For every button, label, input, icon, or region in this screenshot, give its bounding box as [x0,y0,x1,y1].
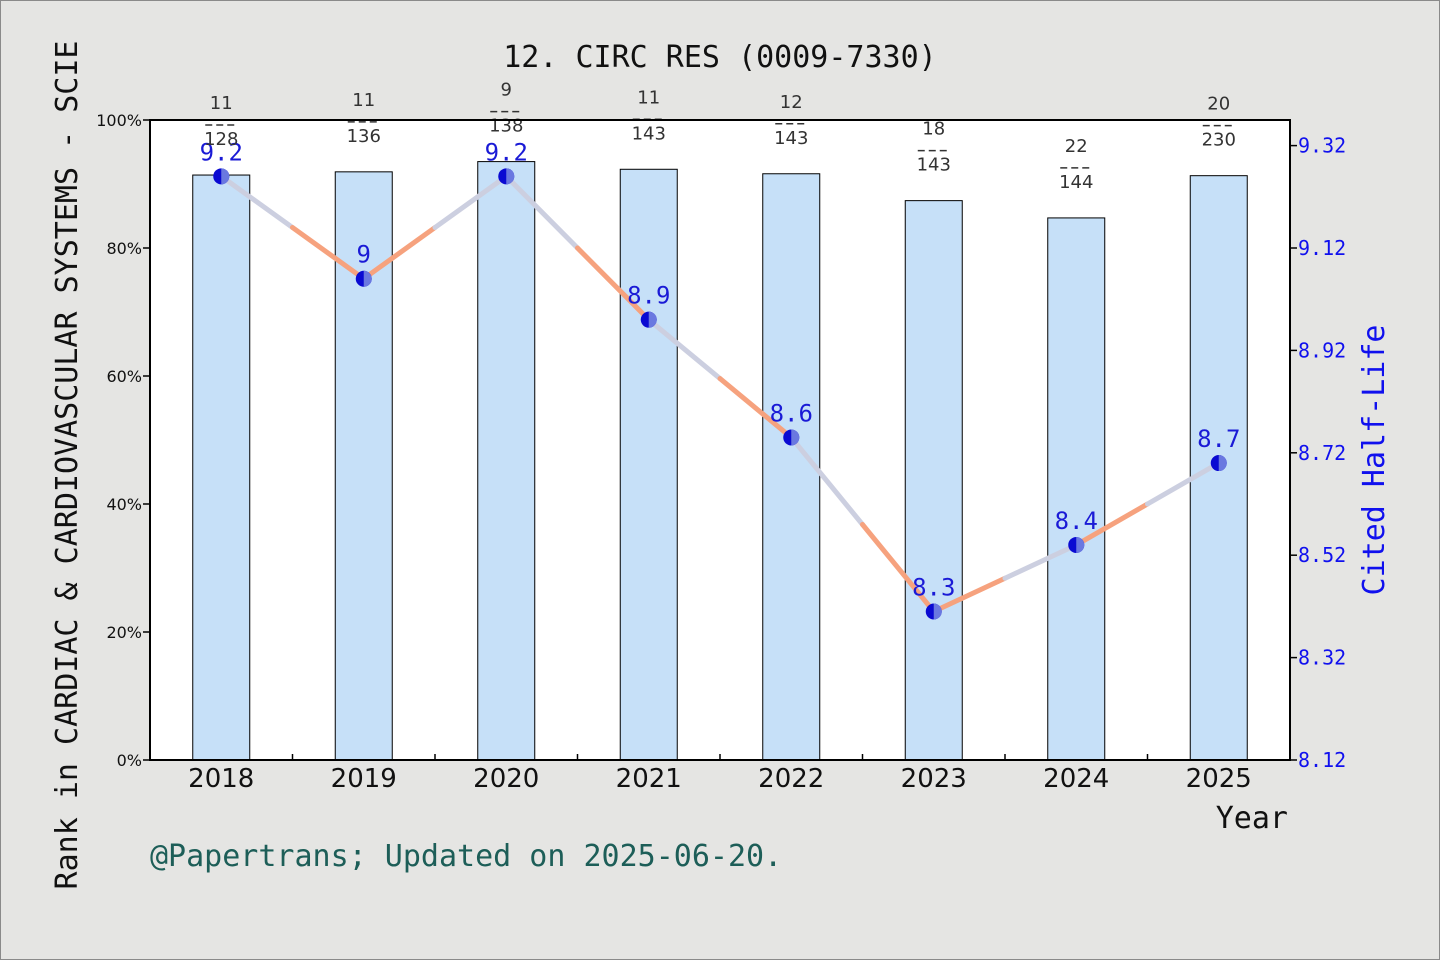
line-segment-2022-b [860,521,937,615]
y-tick-label-3: 60% [106,367,142,386]
y2-tick-label-6: 9.32 [1298,134,1346,158]
rank-numerator-2020: 9 [501,80,512,101]
x-tick-label-2025: 2025 [1186,764,1252,794]
line-segment-2024-a [1073,501,1150,548]
plot-area [150,120,1290,760]
rank-numerator-2019: 11 [352,90,375,111]
line-value-label-2020: 9.2 [485,138,528,166]
bar-2021 [619,168,678,761]
y2-tick-label-5: 9.12 [1298,236,1346,260]
line-value-label-2023: 8.3 [912,574,955,602]
rank-denominator-2022: 143 [774,128,808,149]
line-segment-2018-b [290,225,367,282]
rank-denominator-2024: 144 [1059,172,1093,193]
y-tick-label-5: 100% [96,111,142,130]
rank-numerator-2021: 11 [637,87,660,108]
line-value-label-2022: 8.6 [770,399,813,427]
rank-denominator-2020: 138 [489,116,523,137]
line-segment-2020-a [503,173,580,251]
line-value-label-2021: 8.9 [627,282,670,310]
line-segment-2018-a [218,173,295,231]
rank-denominator-2019: 136 [347,126,381,147]
y2-tick-label-3: 8.72 [1298,441,1346,465]
rank-denominator-2025: 230 [1202,130,1236,151]
y-axis-title: Rank in CARDIAC & CARDIOVASCULAR SYSTEMS… [50,41,85,890]
y2-axis-title: Cited Half-Life [1357,325,1392,596]
y-tick-label-1: 20% [106,623,142,642]
line-value-label-2024: 8.4 [1055,507,1098,535]
y2-tick-label-0: 8.12 [1298,748,1346,772]
y2-tick-label-2: 8.52 [1298,543,1346,567]
y-tick-label-2: 40% [106,495,142,514]
line-layer [218,173,1222,615]
line-segment-2022-a [788,434,865,527]
bar-2023 [904,200,963,761]
footer-note: @Papertrans; Updated on 2025-06-20. [150,839,782,874]
x-tick-label-2024: 2024 [1043,764,1109,794]
line-segment-2019-a [361,225,438,282]
line-segment-2019-b [432,173,509,231]
bar-2022 [762,173,821,761]
chart-title: 12. CIRC RES (0009-7330) [503,40,936,75]
rank-denominator-2023: 143 [917,155,951,176]
line-segment-2023-b [1002,542,1079,581]
bar-2018 [192,174,251,761]
axes-layer: 0% 20% 40% 60% 80% 100% 8.12 8.32 8.52 8.72 8.92 9.… [96,111,1346,794]
line-value-label-2018: 9.2 [200,138,243,166]
line-point-highlight-2025 [1218,455,1227,472]
x-tick-label-2019: 2019 [331,764,397,794]
y-tick-label-4: 80% [106,239,142,258]
line-segment-2020-b [575,245,652,323]
bars-layer [192,161,1248,761]
bar-2020 [477,161,536,761]
line-point-highlight-2024 [1076,536,1085,553]
rank-denominator-2021: 143 [632,123,666,144]
line-point-highlight-2021 [648,311,657,328]
x-tick-label-2023: 2023 [901,764,967,794]
bar-2024 [1047,217,1106,761]
rank-denominator-2018: 128 [204,129,238,150]
y2-tick-label-4: 8.92 [1298,338,1346,362]
y-tick-label-0: 0% [117,751,142,770]
rank-numerator-2025: 20 [1207,94,1230,115]
rank-numerator-2024: 22 [1065,136,1088,157]
rank-numerator-2022: 12 [780,92,803,113]
rank-numerator-2023: 18 [922,119,945,140]
points-layer: 9.2 9 9.2 8.9 8.6 8.3 8.4 8.7 [200,138,1240,620]
line-segment-2021-a [646,317,723,382]
x-tick-label-2021: 2021 [616,764,682,794]
rank-numerator-2018: 11 [210,93,233,114]
line-point-highlight-2020 [506,168,515,185]
line-point-highlight-2023 [933,603,942,620]
y2-tick-label-1: 8.32 [1298,646,1346,670]
line-segment-2023-a [931,575,1008,615]
line-value-label-2019: 9 [357,241,371,269]
x-axis-title: Year [1216,801,1288,836]
bar-2019 [334,171,393,761]
line-value-label-2025: 8.7 [1197,425,1240,453]
labels-layer: 11 128 11 136 9 138 11 143 12 143 18 143 22 144 20 230 [204,80,1236,193]
line-point-highlight-2018 [221,168,230,185]
x-tick-label-2020: 2020 [473,764,539,794]
line-point-highlight-2022 [791,429,800,446]
line-point-highlight-2019 [363,270,372,287]
x-tick-label-2022: 2022 [758,764,824,794]
x-tick-label-2018: 2018 [188,764,254,794]
line-segment-2024-b [1145,460,1222,507]
line-segment-2021-b [717,376,794,440]
